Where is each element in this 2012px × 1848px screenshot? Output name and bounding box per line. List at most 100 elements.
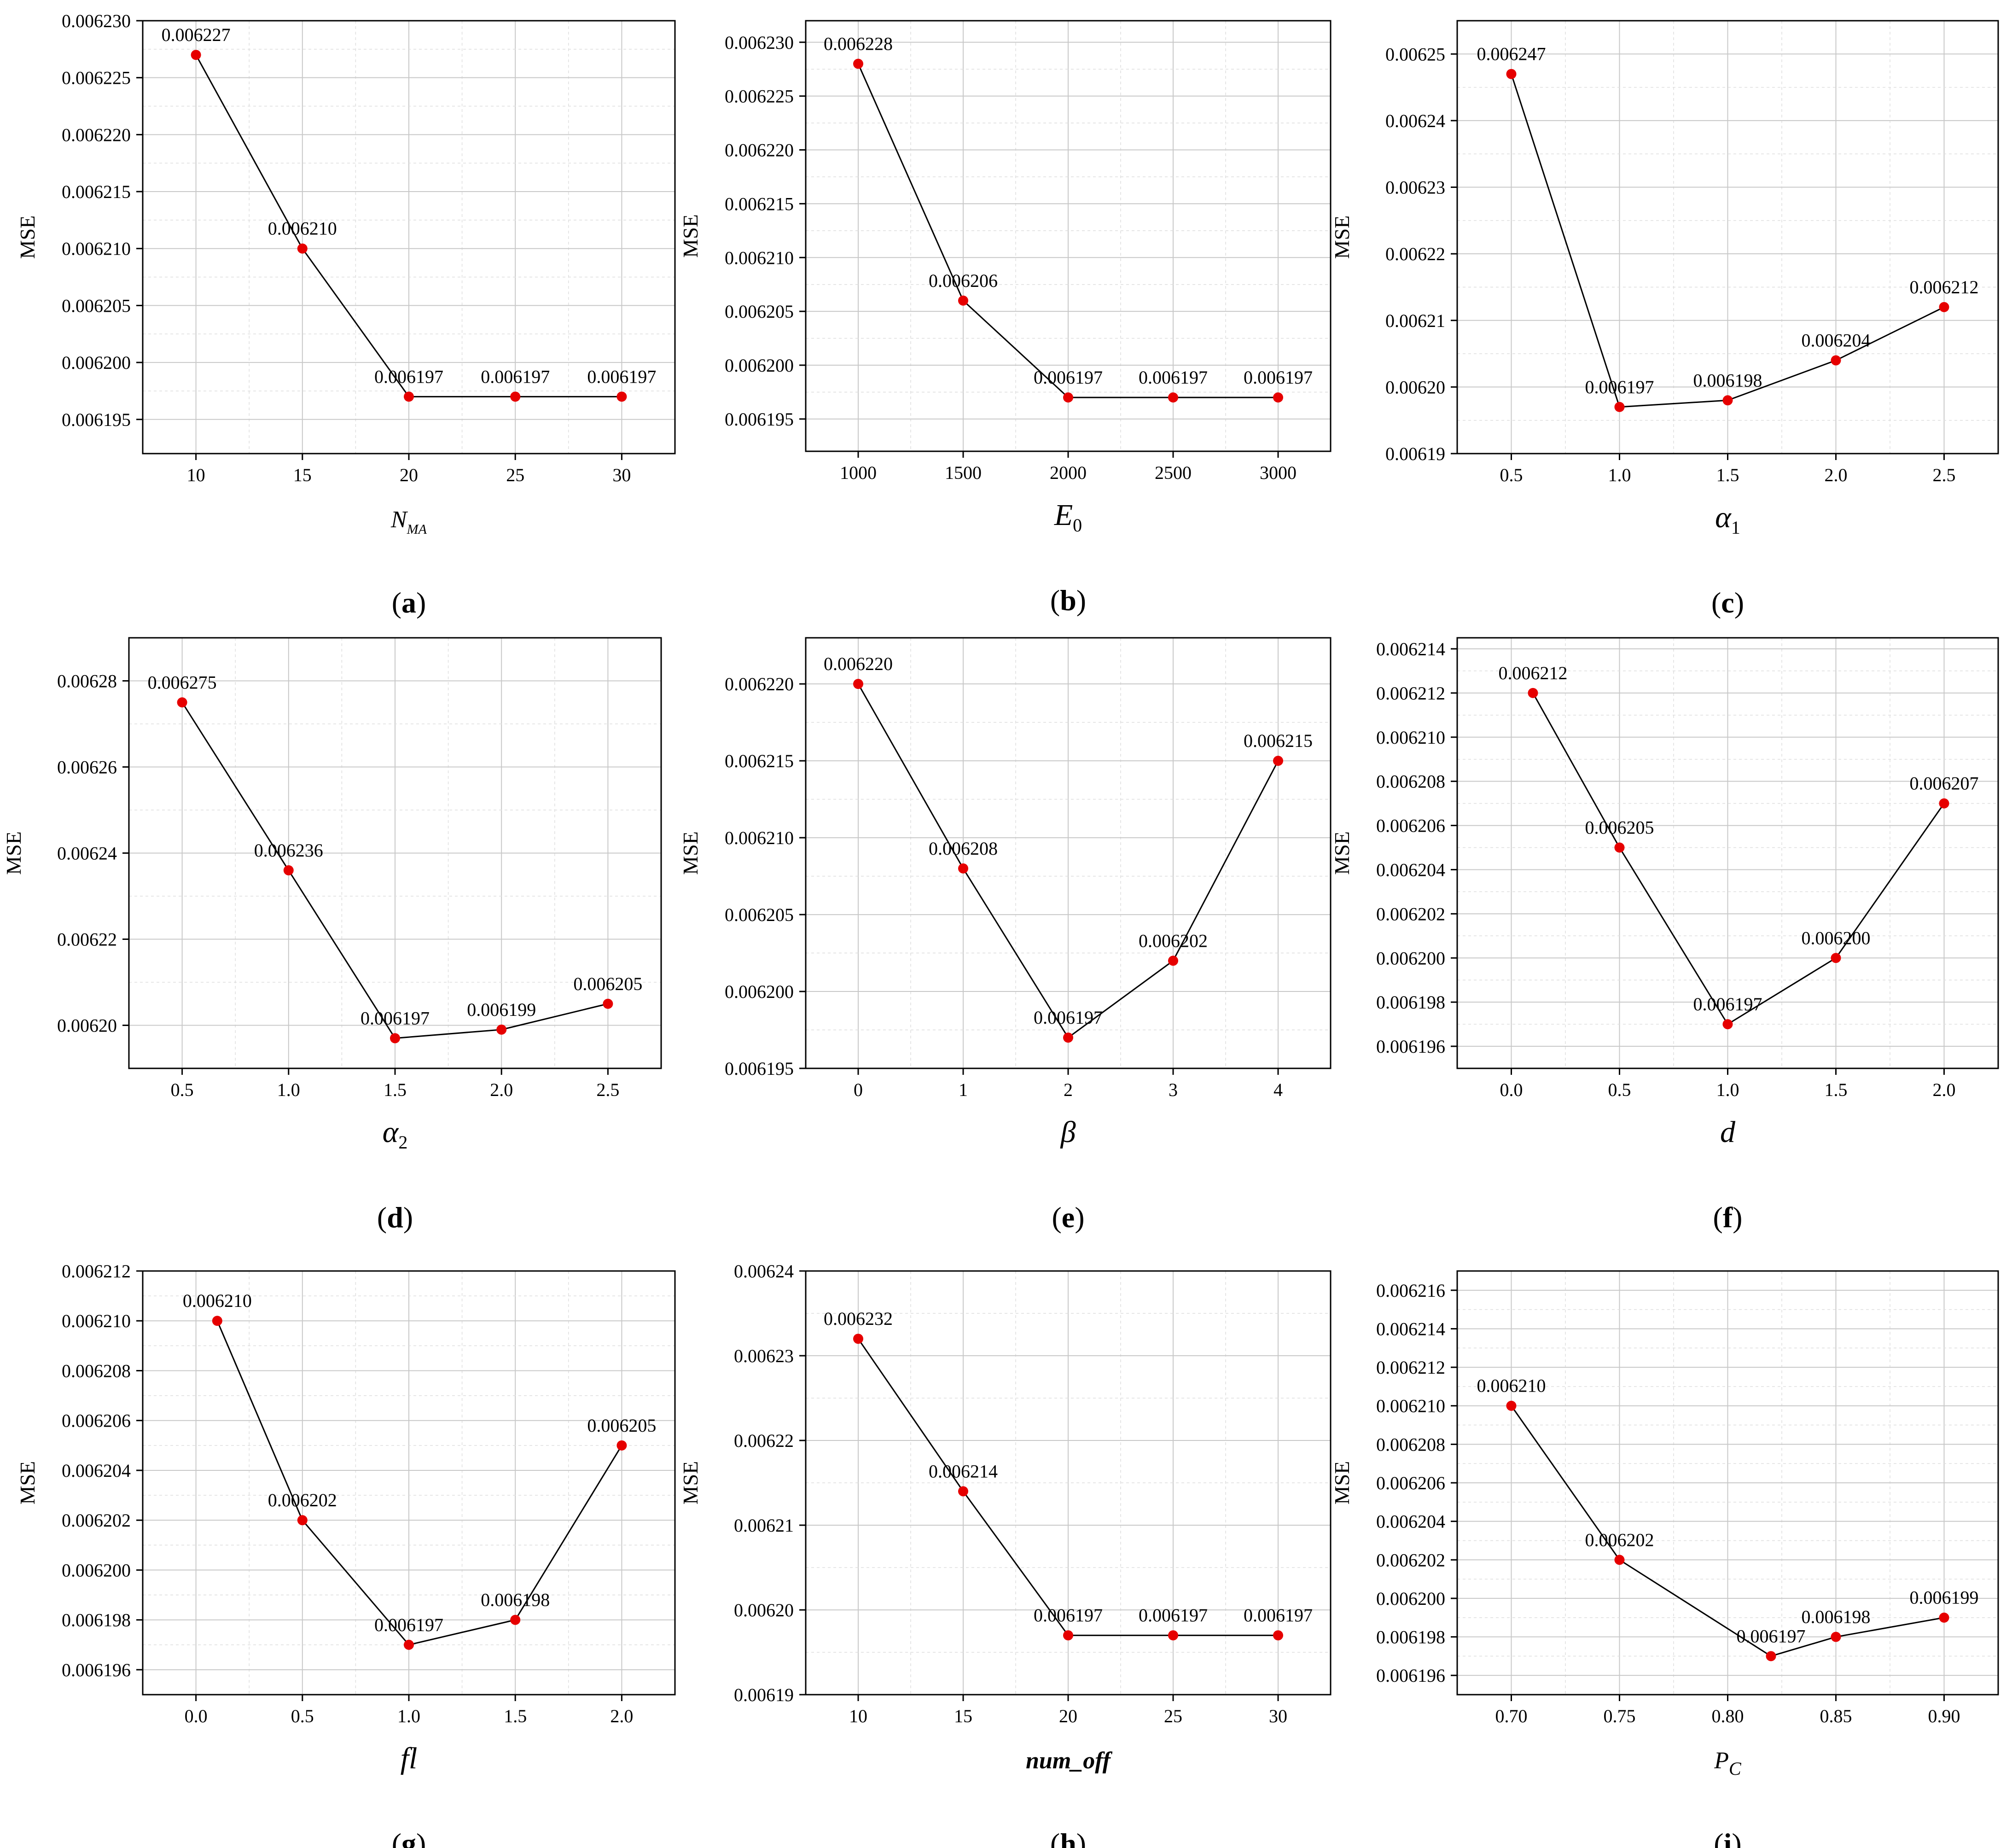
data-point: [1831, 355, 1841, 366]
data-label: 0.006214: [929, 1461, 998, 1481]
data-point: [1506, 1400, 1517, 1411]
y-tick-label: 0.006215: [725, 193, 794, 214]
grid-a: [143, 21, 675, 454]
data-point: [1528, 688, 1538, 698]
x-tick-label: 0.85: [1820, 1706, 1852, 1726]
y-tick-label: 0.006200: [62, 352, 131, 373]
data-point: [1063, 1032, 1073, 1043]
data-label: 0.006197: [1244, 1605, 1313, 1626]
y-tick-label: 0.006208: [1376, 1434, 1445, 1455]
series-line: [1532, 693, 1945, 1026]
data-label: 0.006197: [1585, 377, 1654, 397]
y-tick-label: 0.006196: [1376, 1665, 1445, 1686]
data-label: 0.006198: [1693, 370, 1762, 391]
data-label: 0.006247: [1477, 44, 1546, 64]
y-tick-label: 0.006220: [725, 674, 794, 694]
x-tick-label: 2.5: [596, 1079, 619, 1100]
x-tick-label: 3: [1169, 1079, 1178, 1100]
data-point: [404, 391, 414, 402]
data-point: [616, 1440, 627, 1451]
y-axis-label: MSE: [679, 831, 702, 875]
data-point: [212, 1316, 222, 1326]
x-tick-label: 25: [1164, 1706, 1182, 1726]
data-label: 0.006202: [1585, 1529, 1654, 1550]
data-label: 0.006197: [587, 366, 656, 387]
panel-label: (g): [392, 1827, 426, 1848]
y-tick-label: 0.00619: [1385, 443, 1445, 464]
data-label: 0.006197: [1034, 367, 1103, 388]
data-label: 0.006227: [162, 24, 231, 45]
y-tick-label: 0.00624: [57, 843, 117, 864]
x-tick-label: 1.0: [277, 1079, 300, 1100]
x-axis-label: β: [1060, 1115, 1076, 1149]
y-tick-label: 0.006225: [62, 68, 131, 88]
y-tick-label: 0.006195: [725, 1058, 794, 1079]
data-label: 0.006212: [1499, 663, 1568, 683]
data-label: 0.006228: [824, 34, 893, 54]
data-point: [853, 58, 863, 69]
data-point: [1063, 1630, 1073, 1641]
y-tick-label: 0.006210: [1376, 1396, 1445, 1417]
y-tick-label: 0.006208: [62, 1360, 131, 1381]
grid-f: [1457, 638, 1998, 1068]
y-tick-label: 0.006200: [725, 981, 794, 1002]
y-tick-label: 0.006210: [1376, 727, 1445, 748]
x-tick-label: 15: [293, 465, 312, 485]
data-label: 0.006198: [481, 1590, 550, 1610]
x-tick-label: 25: [506, 465, 524, 485]
y-tick-label: 0.006225: [725, 86, 794, 107]
panel-label: (c): [1711, 586, 1744, 619]
panel-label: (e): [1052, 1201, 1084, 1234]
grid-c: [1457, 21, 1998, 454]
y-axis-label: MSE: [16, 1461, 39, 1505]
data-label: 0.006215: [1244, 730, 1313, 751]
data-point: [404, 1639, 414, 1650]
data-point: [1939, 1612, 1949, 1623]
y-tick-label: 0.00619: [734, 1685, 794, 1705]
data-label: 0.006206: [929, 270, 998, 291]
y-tick-label: 0.006206: [1376, 1473, 1445, 1493]
x-tick-label: 30: [612, 465, 631, 485]
x-axis-label: α2: [383, 1115, 408, 1153]
x-tick-label: 0.70: [1495, 1706, 1528, 1726]
x-tick-label: 0.80: [1712, 1706, 1744, 1726]
x-tick-label: 0.0: [185, 1706, 208, 1726]
data-point: [1506, 69, 1517, 79]
data-label: 0.006232: [824, 1308, 893, 1329]
data-point: [510, 1615, 521, 1625]
chart-panel-d: 0.5 1.0 1.5 2.0 2.5 0.00620 0.00622 0.00624 0.00…: [2, 637, 662, 1234]
y-tick-label: 0.00621: [734, 1515, 794, 1536]
data-point: [1831, 953, 1841, 963]
data-point: [510, 391, 521, 402]
panel-label: (h): [1050, 1827, 1086, 1848]
data-point: [958, 863, 968, 874]
x-tick-label: 1.0: [1608, 465, 1631, 485]
y-tick-label: 0.00622: [1385, 244, 1445, 264]
data-label: 0.006197: [1244, 367, 1313, 388]
data-point: [297, 243, 308, 254]
data-label: 0.006205: [573, 974, 642, 994]
data-point: [297, 1515, 308, 1526]
y-tick-label: 0.006212: [1376, 1357, 1445, 1378]
y-tick-label: 0.00625: [1385, 44, 1445, 64]
chart-panel-e: 0 1 2 3 4 0.006195 0.006200 0.006205 0.006210 0.0…: [679, 637, 1332, 1234]
x-tick-label: 2.0: [490, 1079, 513, 1100]
y-tick-label: 0.006198: [62, 1610, 131, 1631]
y-tick-label: 0.006216: [1376, 1280, 1445, 1301]
y-tick-label: 0.006205: [62, 295, 131, 316]
y-tick-label: 0.00628: [57, 671, 117, 692]
y-tick-label: 0.006202: [1376, 1550, 1445, 1570]
y-axis-label: MSE: [2, 831, 25, 875]
y-tick-label: 0.006206: [1376, 816, 1445, 836]
y-tick-label: 0.006215: [62, 181, 131, 202]
data-point: [496, 1024, 507, 1035]
y-axis-label: MSE: [16, 216, 39, 259]
y-tick-label: 0.006200: [725, 355, 794, 376]
data-label: 0.006236: [254, 840, 323, 861]
data-point: [1766, 1651, 1776, 1661]
chart-panel-g: 0.0 0.5 1.0 1.5 2.0 0.006196 0.006198 0.006200 0…: [16, 1261, 676, 1848]
x-tick-label: 1.0: [397, 1706, 420, 1726]
x-tick-label: 0.5: [291, 1706, 314, 1726]
y-tick-label: 0.006195: [725, 409, 794, 430]
y-axis-label: MSE: [1330, 831, 1354, 875]
